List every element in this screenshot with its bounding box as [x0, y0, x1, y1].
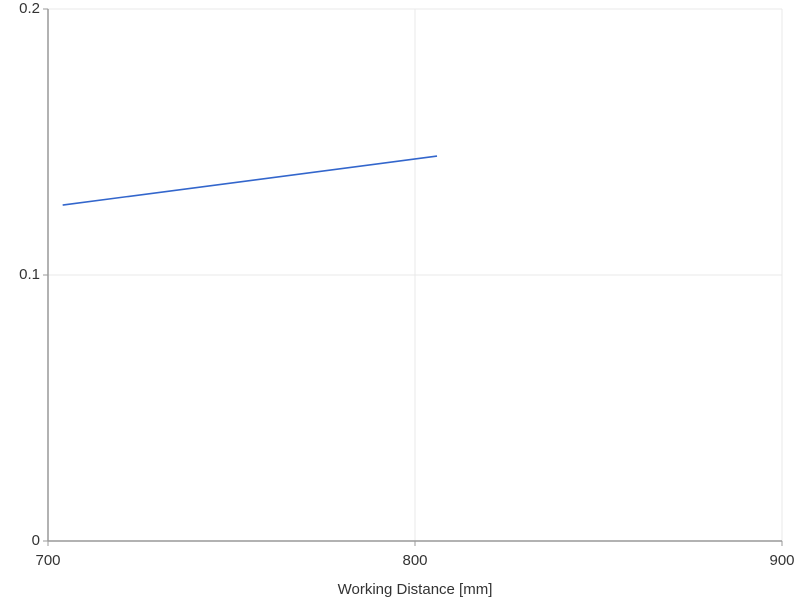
x-axis-label: Working Distance [mm] — [338, 581, 493, 598]
y-tick-label: 0 — [32, 532, 40, 549]
data-line — [62, 155, 438, 206]
x-tick-label: 800 — [402, 552, 427, 569]
y-tick-label: 0.1 — [19, 266, 40, 283]
x-tick-label: 900 — [769, 552, 794, 569]
y-tick-label: 0.2 — [19, 0, 40, 17]
x-tick-label: 700 — [35, 552, 60, 569]
